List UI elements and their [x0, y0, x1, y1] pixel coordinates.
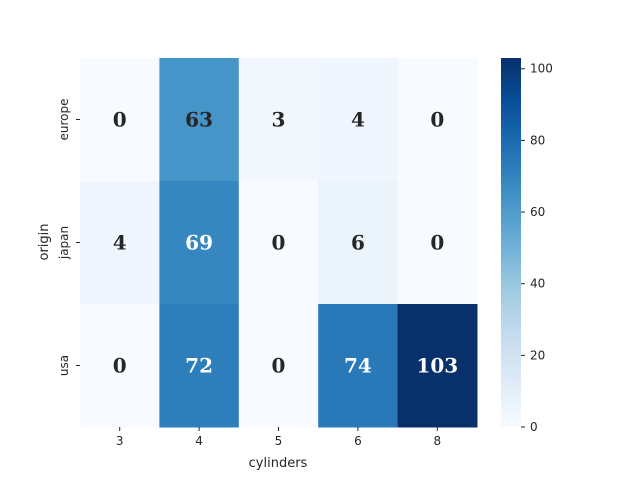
y-tick-label: europe: [57, 99, 71, 141]
cell-value-label: 74: [344, 354, 372, 378]
y-tick-label: usa: [57, 355, 71, 376]
heatmap-cell: [318, 58, 399, 182]
heatmap-cell: [80, 58, 160, 182]
colorbar-tick-label: 60: [530, 205, 545, 219]
cell-value-label: 0: [272, 354, 286, 378]
heatmap-cell: [397, 58, 478, 182]
cell-value-label: 0: [430, 108, 444, 132]
colorbar-tick-label: 100: [530, 62, 553, 76]
cell-value-label: 63: [185, 108, 213, 132]
colorbar-tick-label: 20: [530, 348, 545, 362]
heatmap-cell: [238, 181, 319, 305]
heatmap-cell: [318, 304, 399, 428]
heatmap-cell: [397, 304, 478, 428]
heatmap-cell: [159, 58, 240, 182]
cell-value-label: 4: [113, 231, 127, 255]
heatmap-cells: [80, 58, 478, 428]
cell-value-label: 103: [416, 354, 458, 378]
x-tick-label: 5: [275, 434, 283, 448]
cell-value-label: 6: [351, 231, 365, 255]
colorbar-ticks: 0 20 40 60 80 100: [521, 62, 553, 434]
x-tick-label: 3: [116, 434, 124, 448]
cell-annotations: 0 63 3 4 0 4 69 0 6 0 0 72 0 74 103: [113, 108, 458, 378]
heatmap-cell: [80, 181, 160, 305]
heatmap-cell: [397, 181, 478, 305]
heatmap-cell: [80, 304, 160, 428]
y-axis: europe japan usa: [57, 99, 80, 376]
x-tick-label: 4: [195, 434, 203, 448]
cell-value-label: 3: [272, 108, 286, 132]
x-tick-label: 8: [433, 434, 441, 448]
heatmap-cell: [159, 181, 240, 305]
x-tick-label: 6: [354, 434, 362, 448]
x-axis: 3 4 5 6 8: [116, 427, 441, 448]
cell-value-label: 0: [272, 231, 286, 255]
cell-value-label: 72: [185, 354, 213, 378]
heatmap-cell: [159, 304, 240, 428]
cell-value-label: 0: [113, 108, 127, 132]
colorbar-tick-label: 80: [530, 133, 545, 147]
cell-value-label: 69: [185, 231, 213, 255]
colorbar-gradient: [501, 58, 521, 427]
heatmap-cell: [238, 304, 319, 428]
cell-value-label: 0: [113, 354, 127, 378]
y-tick-label: japan: [57, 226, 71, 260]
cell-value-label: 0: [430, 231, 444, 255]
colorbar-tick-label: 0: [530, 420, 538, 434]
heatmap-cell: [238, 58, 319, 182]
cell-value-label: 4: [351, 108, 365, 132]
y-axis-label: origin: [37, 223, 52, 260]
colorbar-tick-label: 40: [530, 277, 545, 291]
colorbar: 0 20 40 60 80 100: [501, 58, 553, 434]
x-axis-label: cylinders: [249, 456, 308, 471]
heatmap-cell: [318, 181, 399, 305]
